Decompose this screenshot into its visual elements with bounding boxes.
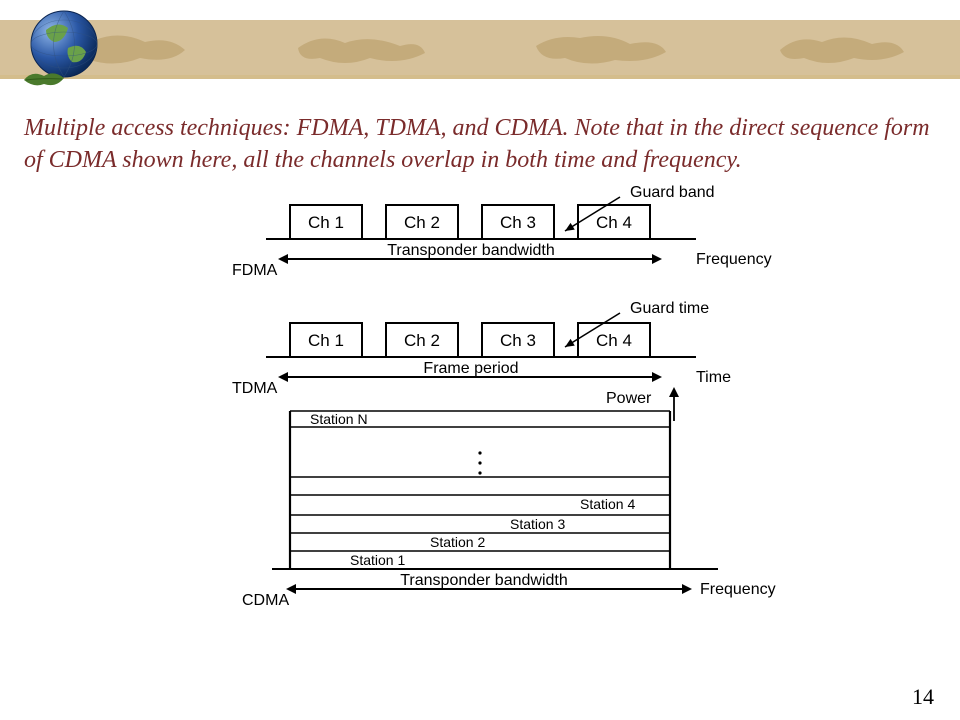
svg-text:Frequency: Frequency — [700, 581, 776, 598]
svg-text:Ch 1: Ch 1 — [308, 213, 344, 232]
svg-text:Frequency: Frequency — [696, 251, 772, 268]
page-number: 14 — [912, 684, 934, 710]
svg-text:Power: Power — [606, 390, 652, 407]
svg-text:Transponder bandwidth: Transponder bandwidth — [400, 572, 568, 589]
continent-silhouette — [530, 28, 670, 68]
svg-text:Station 2: Station 2 — [430, 534, 485, 550]
svg-text:Ch 1: Ch 1 — [308, 331, 344, 350]
svg-text:Ch 2: Ch 2 — [404, 331, 440, 350]
world-map-band — [0, 20, 960, 75]
svg-text:Ch 3: Ch 3 — [500, 331, 536, 350]
svg-text:Ch 4: Ch 4 — [596, 213, 632, 232]
svg-text:Transponder bandwidth: Transponder bandwidth — [387, 242, 555, 259]
svg-text:Station 3: Station 3 — [510, 516, 565, 532]
continent-silhouette — [770, 28, 910, 68]
svg-text:Guard time: Guard time — [630, 300, 709, 317]
svg-text:FDMA: FDMA — [232, 262, 278, 279]
svg-text:CDMA: CDMA — [242, 592, 289, 609]
svg-text:Time: Time — [696, 369, 731, 386]
svg-text:Ch 3: Ch 3 — [500, 213, 536, 232]
svg-text:Ch 4: Ch 4 — [596, 331, 632, 350]
svg-text:Station N: Station N — [310, 411, 368, 427]
svg-text:Ch 2: Ch 2 — [404, 213, 440, 232]
svg-text:TDMA: TDMA — [232, 380, 278, 397]
slide-caption: Multiple access techniques: FDMA, TDMA, … — [24, 112, 936, 177]
continent-silhouette — [290, 28, 430, 68]
svg-text:Guard band: Guard band — [630, 184, 715, 201]
leaf-icon — [22, 70, 67, 90]
header-band — [0, 0, 960, 100]
svg-text:Station 4: Station 4 — [580, 496, 635, 512]
svg-text:Station 1: Station 1 — [350, 552, 405, 568]
svg-text:Frame period: Frame period — [423, 360, 518, 377]
gold-underline — [0, 75, 960, 79]
multiple-access-diagram: Ch 1 Ch 2 Ch 3 Ch 4 Transponder bandwidth Fre… — [160, 181, 800, 616]
